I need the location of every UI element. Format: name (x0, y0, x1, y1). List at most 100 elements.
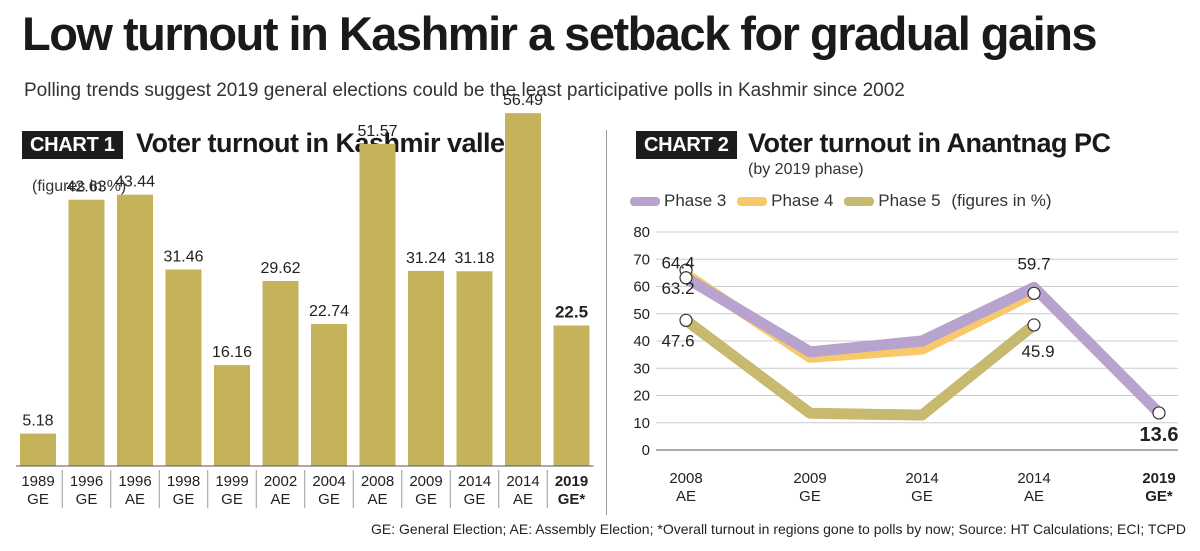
series-line-phase-5 (680, 314, 1040, 421)
bar-value-label-5: 29.62 (260, 260, 300, 277)
x-tick-year-7: 2008 (361, 473, 394, 490)
annotation-label-2: 47.6 (661, 331, 694, 350)
bar-value-label-4: 16.16 (212, 344, 252, 361)
x-tick-year-0: 1989 (21, 473, 54, 490)
x-tick-year-9: 2014 (458, 473, 491, 490)
x-tick-year-3: 1998 (167, 473, 200, 490)
x-tick-type-10: AE (513, 491, 533, 508)
legend-phase3: Phase 3 (630, 191, 726, 211)
data-marker-5 (1152, 406, 1166, 420)
x-tick-year-2: 2014 (905, 470, 938, 487)
x-tick-year-8: 2009 (409, 473, 442, 490)
data-marker-1 (679, 271, 693, 285)
bar-8 (408, 270, 444, 466)
legend-phase4-label: Phase 4 (771, 191, 834, 210)
chart-divider (606, 130, 607, 515)
chart1-note: (figures in %) (32, 178, 127, 195)
bar-value-label-10: 56.49 (503, 92, 543, 109)
bar-10 (505, 113, 541, 466)
chart2-legend: Phase 3 Phase 4 Phase 5 (figures in %) (630, 191, 1058, 211)
chart2-tag: CHART 2 (636, 131, 737, 159)
x-tick-type-0: AE (676, 488, 696, 505)
x-tick-type-8: GE (415, 491, 437, 508)
x-tick-year-6: 2004 (312, 473, 345, 490)
chart2-subtitle: (by 2019 phase) (748, 161, 864, 178)
bar-7 (359, 143, 396, 466)
y-tick-label-2: 20 (633, 388, 650, 405)
x-tick-year-5: 2002 (264, 473, 297, 490)
x-tick-year-10: 2014 (506, 473, 539, 490)
bar-5 (262, 280, 299, 466)
x-tick-type-1: GE (799, 488, 821, 505)
legend-phase4: Phase 4 (737, 191, 834, 211)
chart1-title: Voter turnout in Kashmir valley (136, 128, 520, 158)
bar-value-label-11: 22.5 (555, 302, 588, 321)
bar-value-label-7: 51.57 (357, 123, 397, 140)
chart2-note: (figures in %) (951, 191, 1052, 210)
x-tick-year-11: 2019 (555, 473, 588, 490)
x-tick-year-4: 2019 (1142, 470, 1175, 487)
x-tick-type-5: AE (270, 491, 290, 508)
data-marker-3 (1027, 286, 1041, 300)
x-tick-year-3: 2014 (1017, 470, 1050, 487)
x-tick-year-1: 1996 (70, 473, 103, 490)
x-tick-type-0: GE (27, 491, 49, 508)
annotation-label-4: 45.9 (1021, 342, 1054, 361)
y-tick-label-5: 50 (633, 306, 650, 323)
bar-value-label-2: 43.44 (115, 174, 155, 191)
bar-6 (311, 323, 347, 466)
x-tick-type-4: GE (221, 491, 243, 508)
footer-source: GE: General Election; AE: Assembly Elect… (371, 521, 1186, 537)
bar-9 (456, 271, 493, 466)
x-tick-year-2: 1996 (118, 473, 151, 490)
legend-phase5: Phase 5 (844, 191, 941, 211)
y-tick-label-0: 0 (642, 442, 650, 459)
bar-value-label-0: 5.18 (22, 413, 53, 430)
bar-value-label-9: 31.18 (454, 250, 494, 267)
x-tick-year-4: 1999 (215, 473, 248, 490)
annotation-label-0: 64.4 (661, 254, 694, 273)
x-tick-type-6: GE (318, 491, 340, 508)
data-marker-4 (1027, 318, 1041, 332)
bar-value-label-8: 31.24 (406, 250, 446, 267)
bar-3 (165, 269, 202, 466)
annotation-label-5: 13.6 (1140, 424, 1179, 446)
chart2-title: Voter turnout in Anantnag PC (748, 128, 1111, 158)
legend-phase5-label: Phase 5 (878, 191, 941, 210)
x-tick-type-3: GE (173, 491, 195, 508)
subhead: Polling trends suggest 2019 general elec… (24, 80, 905, 101)
annotation-label-1: 63.2 (661, 279, 694, 298)
y-tick-label-4: 40 (633, 333, 650, 350)
x-tick-type-1: GE (76, 491, 98, 508)
series-line-phase-3 (680, 272, 1165, 419)
x-tick-type-3: AE (1024, 488, 1044, 505)
legend-phase3-label: Phase 3 (664, 191, 727, 210)
x-tick-type-4: GE* (1145, 488, 1173, 505)
bar-value-label-1: 42.63 (66, 179, 106, 196)
x-tick-type-11: GE* (558, 491, 586, 508)
bar-11 (553, 325, 590, 466)
x-tick-type-2: GE (911, 488, 933, 505)
chart1-bar-chart: 5.181989GE42.631996GE43.441996AE31.46199… (16, 92, 594, 508)
legend-phase3-swatch (630, 197, 660, 207)
legend-phase4-swatch (737, 197, 768, 207)
x-tick-type-9: GE (464, 491, 486, 508)
chart2-line-chart: 0 10 20 30 40 50 60 70 80 64.4 63.2 47.6 59.7 45.9 13.… (633, 224, 1179, 505)
x-tick-type-7: AE (367, 491, 387, 508)
headline: Low turnout in Kashmir a setback for gra… (22, 7, 1098, 60)
y-tick-label-7: 70 (633, 251, 650, 268)
y-tick-label-1: 10 (633, 415, 650, 432)
x-tick-type-2: AE (125, 491, 145, 508)
data-marker-2 (679, 313, 693, 327)
bar-2 (117, 194, 153, 466)
x-tick-year-0: 2008 (669, 470, 702, 487)
y-tick-label-8: 80 (633, 224, 650, 241)
bar-1 (68, 199, 105, 467)
x-tick-year-1: 2009 (793, 470, 826, 487)
y-tick-label-6: 60 (633, 279, 650, 296)
bar-4 (214, 365, 250, 466)
chart1-tag: CHART 1 (22, 131, 123, 159)
bar-value-label-3: 31.46 (163, 248, 203, 265)
bar-0 (20, 433, 56, 466)
annotation-label-3: 59.7 (1017, 254, 1050, 273)
